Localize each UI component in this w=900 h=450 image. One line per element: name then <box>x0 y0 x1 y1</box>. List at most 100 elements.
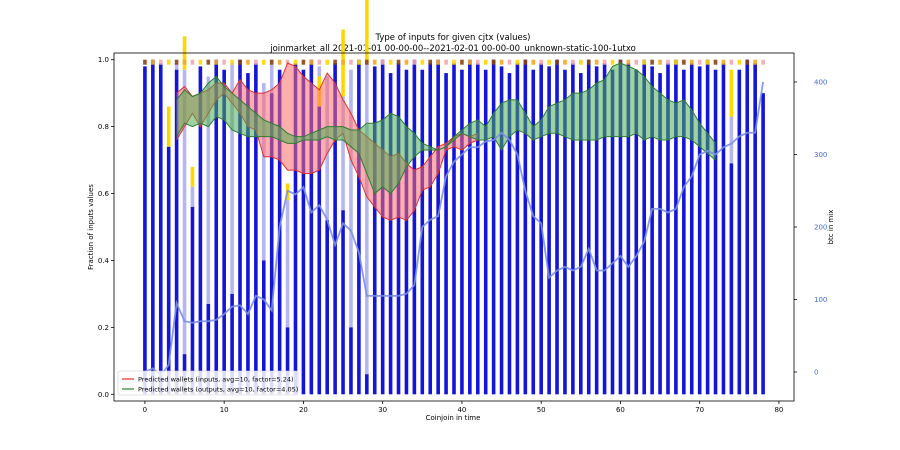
bar-remix <box>285 200 290 328</box>
bar-fresh <box>269 93 274 395</box>
bar-cap <box>166 59 171 65</box>
bar-cap <box>729 59 734 65</box>
bar-yellow <box>166 106 171 147</box>
bar-fresh <box>602 63 607 395</box>
bar-fresh <box>761 93 765 395</box>
bar-fresh <box>428 63 433 395</box>
plot-area: 0 10 20 30 40 50 60 70 80 0.0 0.2 0.4 0.6 0.8 1.0 0 100 2… <box>98 0 827 414</box>
bar-cap <box>579 59 583 65</box>
bar-fresh <box>626 63 631 395</box>
bar-cap <box>682 59 686 65</box>
bar-fresh <box>174 69 179 395</box>
bar-cap <box>674 59 678 65</box>
bar-fresh <box>483 69 488 395</box>
bar-fresh <box>396 63 401 395</box>
bar-cap <box>412 59 417 65</box>
bar-cap <box>555 59 559 65</box>
chart-title-group: Type of inputs for given cjtx (values) j… <box>269 33 636 54</box>
bar-cap <box>642 59 647 65</box>
overlay-lower-line <box>176 115 716 195</box>
bar-cap <box>372 59 377 65</box>
x-axis-label: Coinjoin in time <box>426 414 481 422</box>
bar-fresh <box>436 59 440 395</box>
bar-fresh <box>238 59 242 395</box>
bar-cap <box>309 59 314 65</box>
bar-fresh <box>674 59 678 395</box>
bar-fresh <box>491 59 496 395</box>
x-tick-label: 10 <box>220 406 229 414</box>
bar-cap <box>737 59 742 65</box>
bar-fresh <box>349 327 353 395</box>
x-tick-label: 40 <box>457 406 466 414</box>
bar-cap <box>261 59 266 65</box>
bar-fresh <box>372 66 377 395</box>
right-y-tick-label: 300 <box>814 151 827 159</box>
bar-fresh <box>547 66 551 395</box>
bar-fresh <box>682 69 686 395</box>
bar-fresh <box>579 73 583 395</box>
bar-cap <box>277 59 282 65</box>
x-tick-label: 0 <box>143 406 147 414</box>
bar-fresh <box>594 66 599 395</box>
bar-cap <box>515 59 520 65</box>
bar-remix <box>190 186 195 207</box>
bar-cap <box>222 59 226 65</box>
bar-fresh <box>460 69 464 395</box>
bar-remix <box>269 59 274 94</box>
bar-cap <box>325 59 329 65</box>
bar-cap <box>301 59 306 65</box>
bar-cap <box>539 59 543 65</box>
bar-fresh <box>737 69 742 395</box>
bar-cap <box>618 59 623 65</box>
y-tick-label: 1.0 <box>98 56 109 64</box>
bar-cap <box>713 59 718 65</box>
bar-fresh <box>444 73 448 395</box>
bar-fresh <box>705 59 710 395</box>
y-tick-label: 0.8 <box>98 123 109 131</box>
bar-fresh <box>753 63 757 395</box>
bar-fresh <box>713 69 718 395</box>
right-y-ticks: 0 100 200 300 400 <box>794 79 827 377</box>
bar-fresh <box>246 73 250 395</box>
bar-cap <box>349 59 353 65</box>
bar-cap <box>143 59 147 65</box>
bar-fresh <box>190 206 195 395</box>
bar-fresh <box>531 69 536 395</box>
bar-fresh <box>658 73 662 395</box>
bar-fresh <box>143 66 147 395</box>
bar-cap <box>396 59 401 65</box>
bar-cap <box>507 59 512 65</box>
bar-fresh <box>555 59 559 395</box>
chart-subtitle: joinmarket_all 2021-01-01 00-00-00--2021… <box>269 44 636 54</box>
bar-cap <box>483 59 488 65</box>
bar-fresh <box>563 69 567 395</box>
bar-cap <box>563 59 567 65</box>
bar-cap <box>444 59 448 65</box>
bar-cap <box>341 59 345 65</box>
bar-cap <box>428 59 433 65</box>
bar-fresh <box>293 63 298 395</box>
y-tick-label: 0.2 <box>98 324 109 332</box>
bar-fresh <box>499 66 504 395</box>
bar-cap <box>697 59 702 65</box>
bar-cap <box>365 59 369 65</box>
bar-fresh <box>452 63 456 395</box>
bar-fresh <box>158 63 163 395</box>
bar-fresh <box>309 59 314 395</box>
bar-fresh <box>729 163 734 395</box>
bar-cap <box>602 59 607 65</box>
bar-cap <box>745 59 750 65</box>
bar-cap <box>499 59 504 65</box>
bar-remix <box>729 116 734 164</box>
legend: Predicted wallets (inputs, avg=10, facto… <box>117 370 299 396</box>
bar-remix <box>174 63 179 70</box>
bar-cap <box>230 59 234 65</box>
bar-fresh <box>515 63 520 395</box>
bar-cap <box>269 59 274 65</box>
bars-group <box>143 0 765 395</box>
bar-cap <box>380 59 385 65</box>
bar-cap <box>238 59 242 65</box>
bar-fresh <box>198 66 203 395</box>
bar-remix <box>349 69 353 328</box>
